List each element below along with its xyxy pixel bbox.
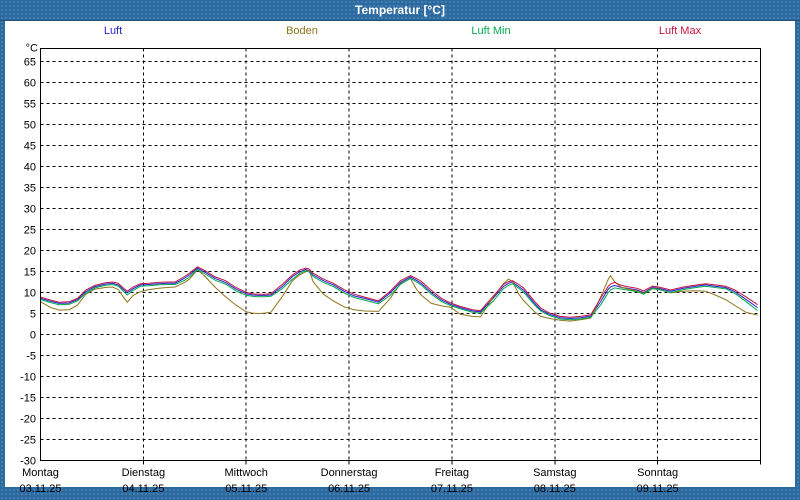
- legend-item-luft-max: Luft Max: [658, 25, 702, 37]
- legend-item-luft: Luft: [103, 25, 123, 37]
- content-area: Luft Boden Luft Min Luft Max: [5, 21, 795, 487]
- legend-item-boden: Boden: [286, 25, 318, 37]
- window-title: Temperatur [°C]: [355, 3, 445, 17]
- chart-legend: Luft Boden Luft Min Luft Max: [5, 21, 795, 47]
- legend-item-luft-min: Luft Min: [471, 25, 511, 37]
- title-bar: Temperatur [°C]: [0, 0, 800, 21]
